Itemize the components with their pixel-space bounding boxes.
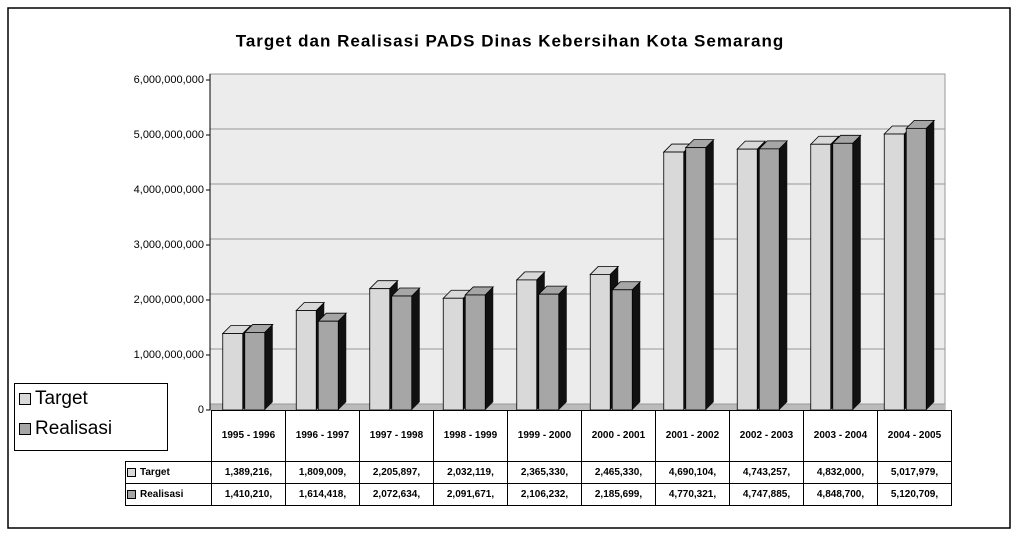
bar-front [222,333,244,411]
bar-front [663,151,685,411]
table-row: Realisasi 1,410,210, 1,614,418, 2,072,634, 2… [125,483,952,506]
bar-front [244,332,266,411]
y-tick-label: 2,000,000,000 [134,294,204,306]
series-cell: Realisasi [125,483,212,506]
y-tick-label: 3,000,000,000 [134,239,204,251]
bar [390,287,421,411]
category-label: 1999 - 2000 [507,410,582,462]
bar-side [852,135,861,410]
series-name: Realisasi [140,489,184,500]
bar-side [779,140,788,410]
table-row: 1995 - 1996 1996 - 1997 1997 - 1998 1998 - … [126,410,952,462]
bar [611,281,642,411]
bar-front [369,288,391,411]
bar [243,324,274,411]
bar-front [611,289,633,411]
chart-title: Target dan Realisasi PADS Dinas Kebersih… [236,31,785,50]
bar-side [926,120,935,410]
series-name: Target [140,467,170,478]
y-tick-label: 6,000,000,000 [134,74,204,86]
value-label: 5,120,709, [877,483,952,506]
table-row: Target 1,389,216, 1,809,009, 2,205,897, 2,03… [125,461,952,484]
value-label: 5,017,979, [877,461,952,484]
value-label: 4,690,104, [655,461,730,484]
legend-swatch [19,392,31,405]
y-tick-label: 5,000,000,000 [134,129,204,141]
table-swatch [127,489,136,499]
y-tick-label: 1,000,000,000 [134,349,204,361]
bar-front [832,142,854,411]
value-label: 1,614,418, [285,483,360,506]
bar-side [705,139,714,411]
value-label: 1,389,216, [211,461,286,484]
bar-side [411,288,420,410]
value-label: 4,747,885, [729,483,804,506]
bar [684,139,715,411]
bar-front [685,147,707,411]
value-label: 2,465,330, [581,461,656,484]
bar-side [264,324,273,410]
data-table: 1995 - 1996 1996 - 1997 1997 - 1998 1998 - … [125,410,952,506]
bar-side [632,281,641,410]
bar-front [758,148,780,411]
value-label: 2,205,897, [359,461,434,484]
series-cell: Target [125,461,212,484]
bar-front [317,320,339,411]
y-tick-label: 0 [198,404,204,416]
bar-side [338,313,347,410]
value-label: 4,743,257, [729,461,804,484]
category-label: 1995 - 1996 [211,410,286,462]
category-label: 2004 - 2005 [877,410,952,462]
value-label: 2,185,699, [581,483,656,506]
bar [905,119,936,411]
table-swatch [127,467,136,477]
category-label: 1996 - 1997 [285,410,360,462]
bar [464,286,495,411]
legend-swatch [19,422,31,435]
category-label: 2001 - 2002 [655,410,730,462]
bar-front [810,143,832,411]
bar-front [516,279,538,411]
value-label: 1,809,009, [285,461,360,484]
bar-front [736,148,758,411]
bar [758,140,789,411]
table-blank [126,411,212,462]
legend-item: Realisasi [15,414,167,444]
legend: Target Realisasi [14,383,168,451]
legend-label: Realisasi [35,418,113,439]
value-label: 4,832,000, [803,461,878,484]
bar-side [558,286,567,410]
bar-front [589,274,611,411]
bar-front [905,127,927,411]
category-label: 2002 - 2003 [729,410,804,462]
y-tick-label: 4,000,000,000 [134,184,204,196]
bar-front [538,293,560,411]
value-label: 4,848,700, [803,483,878,506]
bar-front [391,295,413,411]
legend-item: Target [15,384,167,414]
bar [537,285,568,411]
category-label: 1998 - 1999 [433,410,508,462]
bar [317,312,348,411]
value-label: 1,410,210, [211,483,286,506]
bar-front [442,297,464,411]
legend-label: Target [35,388,88,409]
category-label: 2003 - 2004 [803,410,878,462]
frame [7,7,1011,529]
bar-front [295,310,317,411]
category-label: 2000 - 2001 [581,410,656,462]
value-label: 2,072,634, [359,483,434,506]
bar [831,134,862,411]
value-label: 4,770,321, [655,483,730,506]
bar-side [485,286,494,410]
category-label: 1997 - 1998 [359,410,434,462]
value-label: 2,365,330, [507,461,582,484]
bar-front [464,294,486,411]
value-label: 2,106,232, [507,483,582,506]
value-label: 2,032,119, [433,461,508,484]
value-label: 2,091,671, [433,483,508,506]
bar-front [883,133,905,411]
